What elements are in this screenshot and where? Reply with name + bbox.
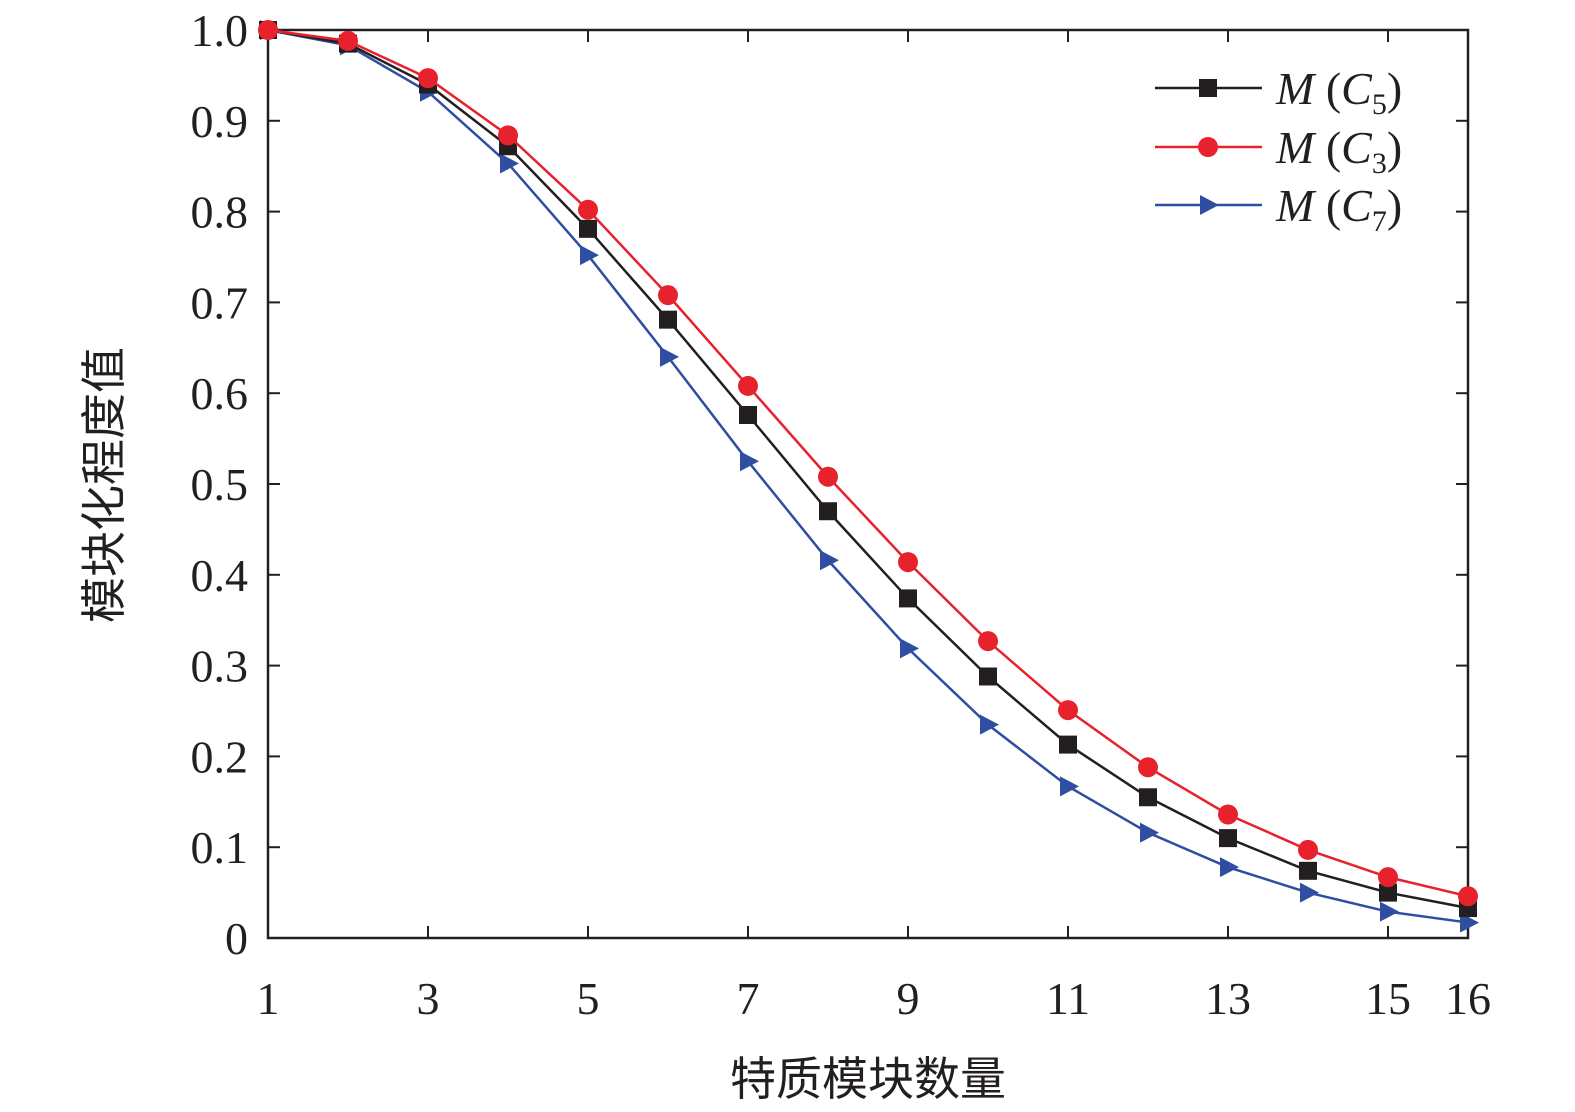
data-point: [1139, 788, 1157, 807]
legend-label: M (C7): [1275, 180, 1402, 238]
data-point: [659, 310, 677, 329]
data-point: [1219, 829, 1237, 848]
x-axis: 1 3 5 7 9 11 13 15 16: [257, 30, 1491, 1024]
data-point: [1140, 822, 1159, 843]
series-C3: [258, 20, 1478, 907]
legend-label: M (C3): [1275, 122, 1402, 180]
y-tick-label: 0.8: [191, 187, 249, 238]
y-tick-label: 0.4: [191, 550, 249, 601]
y-tick-label: 1.0: [191, 5, 249, 56]
data-point: [820, 550, 839, 571]
data-point: [658, 285, 678, 306]
x-tick-label: 3: [417, 973, 440, 1024]
legend-entry: M (C7): [1155, 180, 1402, 238]
data-point: [258, 20, 278, 40]
data-point: [1059, 735, 1077, 754]
y-tick-label: 0.1: [191, 822, 249, 873]
x-tick-label: 9: [897, 973, 920, 1024]
x-tick-label: 11: [1046, 973, 1090, 1024]
data-point: [1460, 912, 1479, 933]
data-point: [579, 219, 597, 238]
data-point: [500, 153, 519, 174]
series-C5: [259, 21, 1477, 918]
data-point: [898, 552, 918, 573]
x-tick-label: 16: [1445, 973, 1491, 1024]
x-tick-label: 15: [1365, 973, 1411, 1024]
data-point: [418, 68, 438, 89]
data-point: [498, 125, 518, 146]
legend-marker: [1198, 137, 1218, 157]
y-tick-label: 0.9: [191, 96, 249, 147]
data-point: [1058, 700, 1078, 721]
series-line: [267, 28, 1469, 910]
data-point: [1138, 757, 1158, 778]
y-axis: 0 0.1 0.2 0.3 0.4 0.5 0.6 0.7 0.8 0.9 1.0: [191, 5, 1468, 964]
data-point: [1378, 867, 1398, 888]
y-tick-label: 0.7: [191, 277, 249, 328]
data-point: [1380, 901, 1399, 922]
data-point: [900, 638, 919, 659]
series-line: [267, 28, 1469, 924]
data-point: [978, 631, 998, 652]
data-point: [818, 466, 838, 487]
y-tick-label: 0.2: [191, 731, 249, 782]
data-point: [580, 245, 599, 266]
legend-entry: M (C3): [1155, 122, 1402, 180]
data-point: [1060, 776, 1079, 797]
x-tick-label: 1: [257, 973, 280, 1024]
data-point: [980, 714, 999, 735]
legend-marker: [1199, 79, 1217, 97]
x-tick-label: 5: [577, 973, 600, 1024]
series-line: [267, 28, 1469, 898]
data-point: [338, 30, 358, 51]
data-point: [1298, 839, 1318, 860]
data-point: [819, 502, 837, 521]
legend-marker: [1200, 195, 1219, 215]
x-axis-title: 特质模块数量: [730, 1052, 1006, 1106]
data-point: [1218, 804, 1238, 825]
data-point: [979, 667, 997, 686]
y-axis-title: 模块化程度值: [77, 347, 131, 623]
legend: M (C5)M (C3)M (C7): [1155, 63, 1402, 238]
data-point: [1299, 861, 1317, 880]
legend-label: M (C5): [1275, 63, 1402, 121]
data-point: [740, 451, 759, 472]
data-point: [1300, 882, 1319, 903]
x-tick-label: 7: [737, 973, 760, 1024]
data-point: [1458, 886, 1478, 907]
y-tick-label: 0.3: [191, 641, 249, 692]
data-point: [660, 346, 679, 367]
legend-entry: M (C5): [1155, 63, 1402, 121]
data-point: [1379, 883, 1397, 902]
data-point: [578, 199, 598, 220]
data-point: [1220, 857, 1239, 878]
series-layer: [258, 20, 1479, 933]
data-point: [739, 405, 757, 424]
data-point: [899, 589, 917, 608]
x-tick-label: 13: [1205, 973, 1251, 1024]
data-point: [738, 375, 758, 396]
y-tick-label: 0.5: [191, 459, 249, 510]
y-tick-label: 0.6: [191, 368, 249, 419]
y-tick-label: 0: [225, 913, 248, 964]
